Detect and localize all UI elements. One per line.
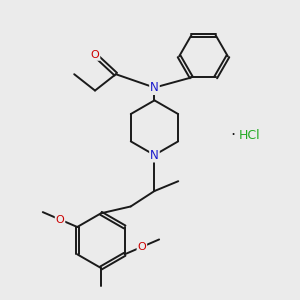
Text: O: O: [137, 242, 146, 252]
Text: O: O: [91, 50, 99, 60]
Text: HCl: HCl: [239, 129, 260, 142]
Text: N: N: [150, 81, 159, 94]
Text: O: O: [56, 214, 64, 224]
Text: N: N: [150, 148, 159, 162]
Text: ·: ·: [231, 128, 236, 142]
